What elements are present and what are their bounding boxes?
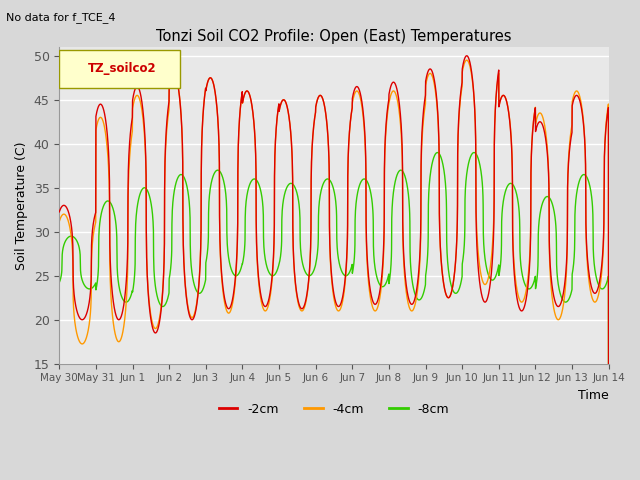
Y-axis label: Soil Temperature (C): Soil Temperature (C) [15, 141, 28, 270]
Title: Tonzi Soil CO2 Profile: Open (East) Temperatures: Tonzi Soil CO2 Profile: Open (East) Temp… [156, 29, 512, 44]
Text: No data for f_TCE_4: No data for f_TCE_4 [6, 12, 116, 23]
FancyBboxPatch shape [60, 50, 180, 88]
Text: TZ_soilco2: TZ_soilco2 [88, 61, 157, 75]
Legend: -2cm, -4cm, -8cm: -2cm, -4cm, -8cm [214, 398, 454, 421]
X-axis label: Time: Time [578, 389, 609, 402]
